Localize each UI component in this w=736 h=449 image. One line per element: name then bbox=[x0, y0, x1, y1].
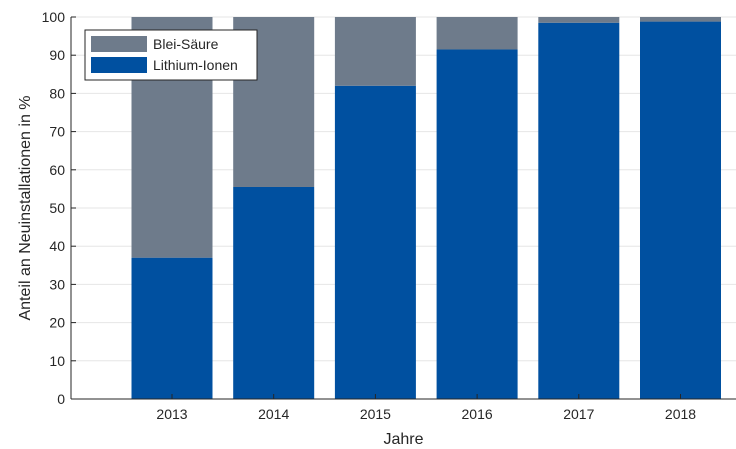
x-tick-label: 2013 bbox=[156, 406, 187, 422]
legend-label-lithium-ionen: Lithium-Ionen bbox=[153, 57, 238, 73]
y-tick-label: 50 bbox=[49, 200, 65, 216]
x-axis-label: Jahre bbox=[383, 431, 423, 448]
legend-swatch-blei-saeure bbox=[91, 36, 147, 52]
y-tick-label: 10 bbox=[49, 353, 65, 369]
bar-lithium-ionen-2016 bbox=[436, 49, 518, 399]
x-tick-label: 2017 bbox=[563, 406, 594, 422]
y-axis-label: Anteil an Neuinstallationen in % bbox=[17, 95, 34, 320]
legend-label-blei-saeure: Blei-Säure bbox=[153, 36, 219, 52]
x-tick-label: 2018 bbox=[665, 406, 696, 422]
bar-blei-saeure-2016 bbox=[436, 17, 518, 50]
y-tick-label: 20 bbox=[49, 315, 65, 331]
bar-blei-saeure-2018 bbox=[640, 17, 721, 22]
bar-lithium-ionen-2014 bbox=[233, 186, 315, 399]
bar-lithium-ionen-2018 bbox=[640, 21, 721, 400]
y-tick-label: 70 bbox=[49, 124, 65, 140]
ticks-layer: 0 10 20 30 40 50 60 70 80 90 100 2013 2014 2015 2016 20… bbox=[42, 9, 697, 422]
y-tick-label: 60 bbox=[49, 162, 65, 178]
x-tick-label: 2014 bbox=[258, 406, 289, 422]
legend-swatch-lithium-ionen bbox=[91, 57, 147, 73]
y-tick-label: 40 bbox=[49, 238, 65, 254]
bar-blei-saeure-2015 bbox=[334, 17, 416, 86]
y-tick-label: 100 bbox=[42, 9, 66, 25]
y-tick-label: 30 bbox=[49, 276, 65, 292]
bar-blei-saeure-2017 bbox=[538, 17, 620, 23]
y-tick-label: 80 bbox=[49, 85, 65, 101]
bar-lithium-ionen-2017 bbox=[538, 22, 620, 399]
bars-layer bbox=[131, 17, 721, 400]
bar-lithium-ionen-2013 bbox=[131, 257, 213, 399]
y-tick-label: 90 bbox=[49, 47, 65, 63]
x-tick-label: 2016 bbox=[462, 406, 493, 422]
bar-lithium-ionen-2015 bbox=[334, 85, 416, 399]
x-tick-label: 2015 bbox=[360, 406, 391, 422]
legend: Blei-Säure Lithium-Ionen bbox=[84, 29, 258, 81]
y-tick-label: 0 bbox=[57, 391, 65, 407]
